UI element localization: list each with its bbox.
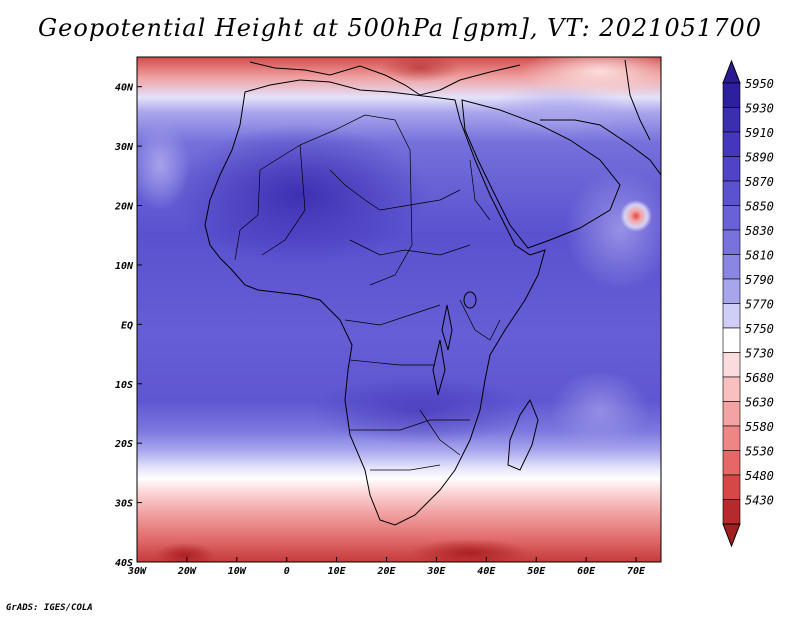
lat-tick-label: EQ [121,320,133,331]
colorbar-label: 5430 [745,494,774,508]
colorbar-swatch [722,205,741,231]
colorbar-swatch [722,327,741,353]
colorbar-swatch [722,278,741,304]
colorbar-label: 5930 [745,102,774,116]
height-field [137,57,661,562]
lon-tick-label: 0 [284,566,290,577]
colorbar-label: 5870 [745,175,774,189]
lat-tick-label: 30N [114,142,134,153]
colorbar-swatch [722,180,741,206]
lat-tick-label: 20N [114,202,134,213]
lon-tick-label: 40E [477,566,496,577]
colorbar-swatch [722,254,741,280]
lat-tick-label: 10S [115,380,133,391]
lat-tick-label: 40N [115,83,134,94]
colorbar-swatch [722,107,741,133]
lat-tick-label: 20S [114,439,133,450]
colorbar-swatch [722,474,741,500]
lon-tick-label: 10W [228,566,247,577]
lon-tick-label: 70E [627,566,646,577]
lon-tick-label: 60E [577,566,596,577]
colorbar-bottom-arrow [722,523,741,548]
colorbar-label: 5680 [745,371,774,385]
colorbar-label: 5750 [745,322,774,336]
plot-frame [136,56,662,563]
colorbar-swatch [722,352,741,378]
colorbar-swatch [722,376,741,402]
colorbar-label: 5850 [745,200,774,214]
colorbar-swatch [722,425,741,451]
colorbar-label: 5580 [745,420,774,434]
lon-tick-label: 50E [527,566,546,577]
grads-credit: GrADS: IGES/COLA [6,603,93,613]
colorbar-swatch [722,303,741,329]
lon-tick-label: 30E [426,566,446,577]
colorbar-top-arrow [722,59,741,84]
axis-ticks: 30W 20W 10W 0 10E 20E 30E 40E 50E 60E 70E 40N 30N 20N… [114,83,646,577]
colorbar-label: 5910 [745,126,774,140]
colorbar-label: 5770 [745,298,774,312]
colorbar-label: 5630 [745,396,774,410]
coastlines [204,59,661,526]
country-borders [234,114,501,471]
colorbar-swatch [722,401,741,427]
colorbar-label: 5730 [745,347,774,361]
colorbar-swatch [722,156,741,182]
lon-tick-label: 30W [127,566,147,577]
colorbar-swatch [722,450,741,476]
lon-tick-label: 10E [328,566,347,577]
colorbar-swatch [722,131,741,157]
colorbar-label: 5480 [745,469,774,483]
lon-tick-label: 20W [177,566,197,577]
colorbar-swatch [722,229,741,255]
lat-tick-label: 40S [115,558,133,569]
map-title: Geopotential Height at 500hPa [gpm], VT:… [38,14,762,42]
colorbar-label: 5790 [745,273,774,287]
lat-tick-label: 10N [115,261,134,272]
colorbar-label: 5530 [745,445,774,459]
colorbar-swatch [722,82,741,108]
colorbar-label: 5810 [745,249,774,263]
colorbar-label: 5890 [745,151,774,165]
colorbar-swatch [722,499,741,525]
colorbar-label: 5830 [745,224,774,238]
lon-tick-label: 20E [376,566,396,577]
colorbar-label: 5950 [745,77,774,91]
lat-tick-label: 30S [114,499,133,510]
